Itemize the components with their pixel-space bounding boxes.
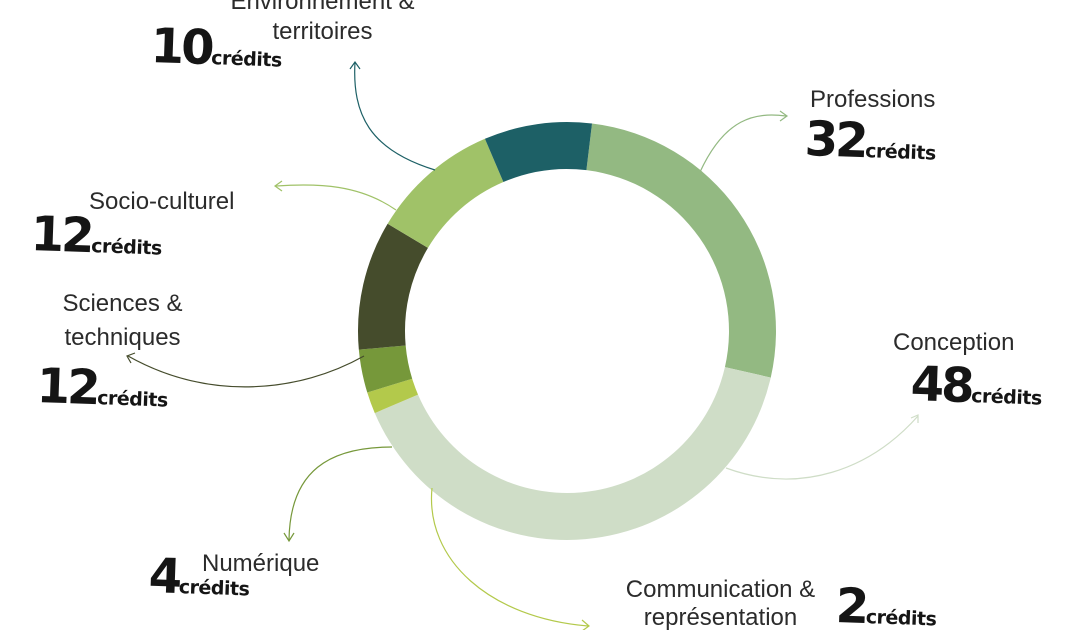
credit-communication-unit: crédits	[865, 606, 937, 631]
label-sciences-line1: Sciences &	[62, 290, 183, 317]
donut-segment-2	[367, 378, 419, 414]
arrowhead-conception	[910, 414, 919, 423]
label-communication: Communication & représentation	[608, 574, 833, 634]
donut-segment-5	[387, 138, 504, 248]
label-numerique: Numérique	[202, 550, 320, 577]
credit-communication: 2crédits	[835, 578, 938, 635]
arrowhead-numerique	[283, 532, 295, 543]
leader-lines	[126, 60, 919, 630]
connector-conception	[725, 415, 919, 480]
credit-sciences: 12crédits	[36, 358, 169, 416]
credit-professions-number: 32	[803, 111, 867, 170]
credit-conception-number: 48	[909, 356, 973, 415]
arrowhead-socio	[273, 180, 283, 192]
label-sciences-line2: techniques	[64, 324, 181, 351]
donut-segment-6	[484, 122, 593, 183]
credit-communication-number: 2	[834, 578, 868, 636]
credit-socio-unit: crédits	[90, 235, 163, 260]
label-professions: Professions	[810, 86, 936, 113]
donut-segments	[358, 122, 777, 540]
label-conception: Conception	[893, 329, 1015, 356]
credit-environnement: 10crédits	[150, 18, 283, 76]
credit-socio-number: 12	[29, 206, 93, 265]
credit-socio: 12crédits	[30, 206, 163, 264]
donut-segment-4	[358, 223, 428, 350]
credit-sciences-number: 12	[35, 358, 99, 417]
arrowhead-professions	[779, 110, 789, 122]
label-environnement: Environnement & territoires	[200, 0, 445, 48]
credit-numerique: 4crédits	[148, 548, 251, 605]
connector-communication	[430, 487, 589, 627]
label-environnement-line2: territoires	[272, 18, 373, 45]
connector-sciences	[127, 355, 365, 388]
connector-professions	[699, 114, 787, 173]
credit-sciences-unit: crédits	[96, 387, 169, 412]
arrowhead-sciences	[126, 352, 136, 364]
donut-segment-0	[586, 123, 777, 378]
connector-numerique	[288, 446, 393, 541]
credit-numerique-unit: crédits	[178, 576, 250, 601]
connector-environnement	[354, 61, 436, 171]
credit-environnement-number: 10	[149, 18, 213, 77]
label-environnement-line1: Environnement &	[230, 0, 415, 15]
donut-segment-3	[358, 345, 413, 393]
credit-environnement-unit: crédits	[210, 47, 283, 72]
credit-numerique-number: 4	[147, 548, 181, 606]
arrowhead-communication	[581, 619, 590, 630]
label-communication-line1: Communication &	[625, 576, 816, 603]
credit-conception: 48crédits	[910, 356, 1043, 414]
credit-professions: 32crédits	[804, 111, 937, 169]
connector-socio	[275, 184, 397, 211]
label-sciences: Sciences & techniques	[40, 288, 205, 354]
arrowhead-environnement	[349, 60, 361, 70]
label-communication-line2: représentation	[643, 604, 798, 631]
label-socio: Socio-culturel	[89, 188, 235, 215]
credit-conception-unit: crédits	[970, 385, 1043, 410]
credit-professions-unit: crédits	[864, 140, 937, 165]
donut-segment-1	[374, 367, 771, 540]
